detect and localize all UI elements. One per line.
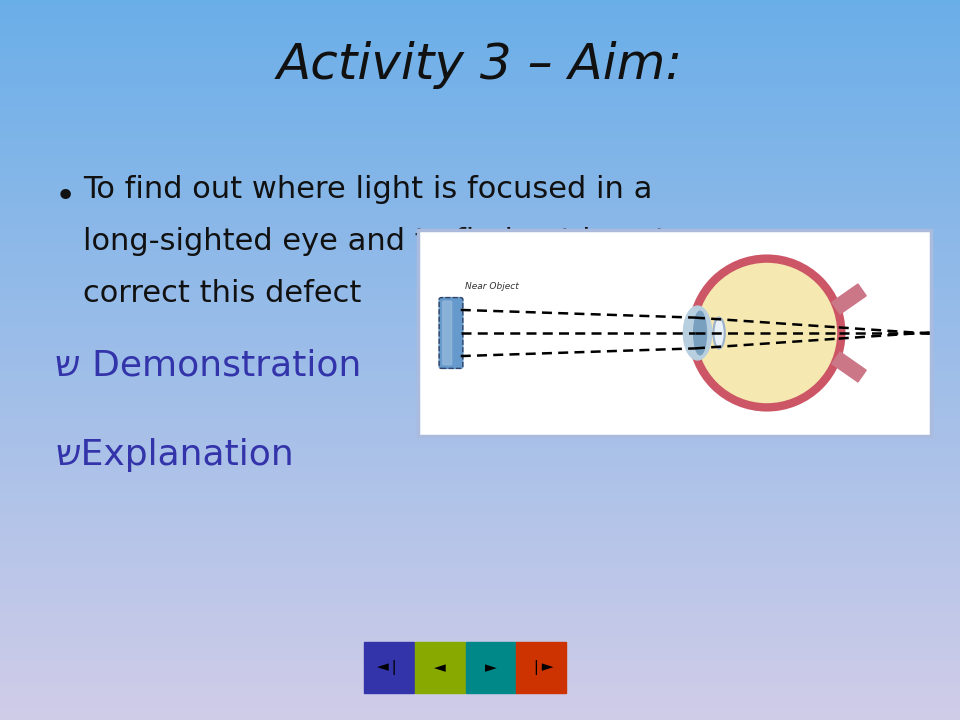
Text: correct this defect: correct this defect	[83, 279, 361, 308]
FancyBboxPatch shape	[439, 297, 463, 369]
Bar	[418, 230, 931, 436]
Text: Near Object: Near Object	[466, 282, 519, 291]
Polygon shape	[832, 352, 866, 382]
Text: ◄: ◄	[434, 660, 445, 675]
Ellipse shape	[694, 311, 707, 355]
Bar	[415, 642, 465, 693]
Ellipse shape	[684, 306, 711, 360]
Text: ◄❘: ◄❘	[376, 660, 401, 675]
Text: To find out where light is focused in a: To find out where light is focused in a	[83, 175, 653, 204]
Text: •: •	[55, 180, 76, 214]
Text: ❘►: ❘►	[529, 660, 554, 675]
Text: long-sighted eye and to find out how to: long-sighted eye and to find out how to	[83, 227, 685, 256]
Text: Activity 3 – Aim:: Activity 3 – Aim:	[276, 41, 684, 89]
Bar	[466, 642, 516, 693]
Circle shape	[692, 258, 841, 408]
Polygon shape	[832, 284, 866, 314]
Bar	[364, 642, 414, 693]
Text: ש Demonstration: ש Demonstration	[55, 348, 361, 382]
FancyBboxPatch shape	[443, 301, 451, 365]
Bar	[516, 642, 566, 693]
Ellipse shape	[713, 318, 725, 348]
Text: ►: ►	[485, 660, 496, 675]
Text: שExplanation: שExplanation	[55, 438, 294, 472]
